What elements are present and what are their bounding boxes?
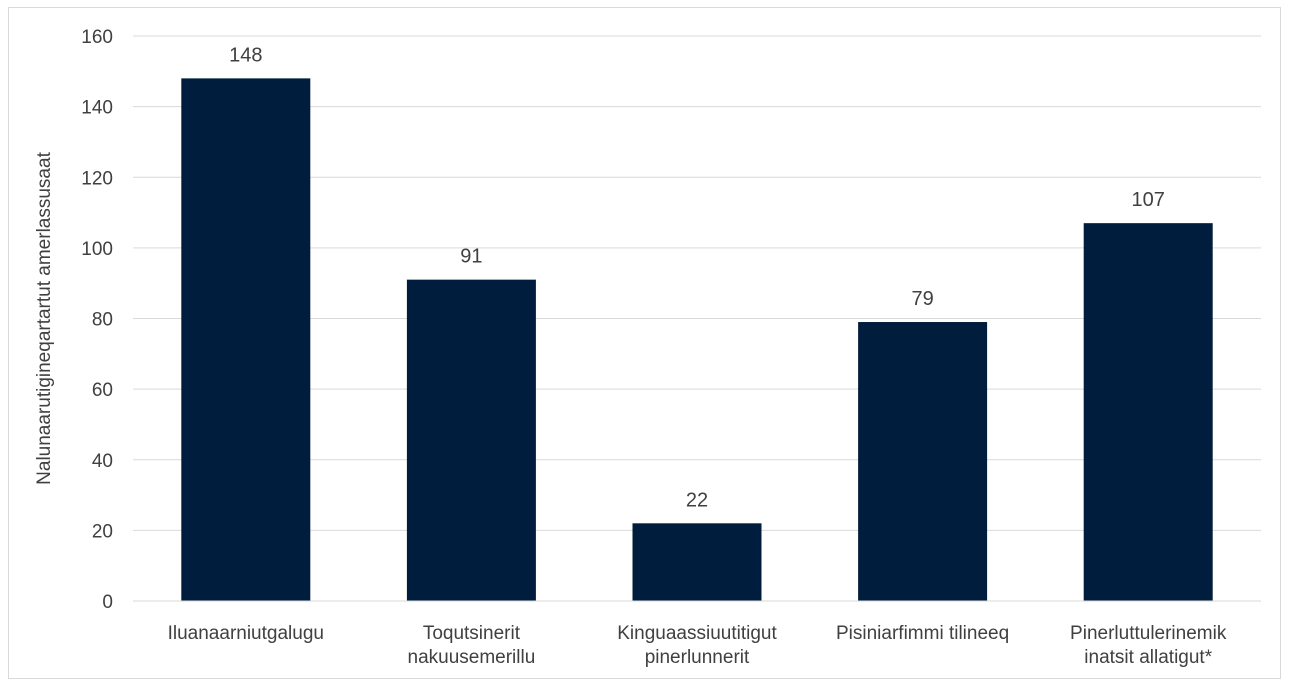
data-label: 79 <box>911 288 933 310</box>
bar <box>858 322 988 601</box>
data-label: 107 <box>1132 189 1165 211</box>
data-label: 22 <box>686 489 708 511</box>
y-tick-label: 20 <box>92 521 113 542</box>
bar <box>406 279 536 601</box>
category-label: Kinguaassiuutitigut pinerlunnerit <box>617 623 777 668</box>
y-tick-label: 140 <box>81 98 113 119</box>
y-tick-label: 100 <box>81 239 113 260</box>
gridlines <box>133 35 1261 531</box>
y-tick-label: 60 <box>92 380 113 401</box>
data-label: 91 <box>460 246 482 268</box>
y-tick-label: 40 <box>92 451 113 472</box>
y-tick-label: 160 <box>81 27 113 48</box>
bar <box>1083 223 1213 601</box>
category-labels: Iluanaarniutgalugu Toqutsinerit nakuusemer… <box>168 623 1227 668</box>
data-label: 148 <box>229 44 262 66</box>
bars <box>181 78 1213 601</box>
data-labels: 148 91 22 79 107 <box>229 44 1165 511</box>
category-label: Toqutsinerit nakuusemerillu <box>408 623 536 668</box>
y-axis-label: Nalunaarutigineqartartut amerlassusaat <box>34 151 55 484</box>
category-label: Pinerluttulerinemik inatsit allatigut* <box>1070 623 1227 668</box>
bar <box>181 78 311 601</box>
category-label: Pisiniarfimmi tilineeq <box>836 623 1009 644</box>
y-tick-labels: 0 20 40 60 80 100 120 140 160 <box>81 27 113 613</box>
bar <box>632 523 762 601</box>
y-tick-label: 0 <box>102 592 113 613</box>
category-label: Iluanaarniutgalugu <box>168 623 324 644</box>
y-tick-label: 120 <box>81 168 113 189</box>
y-tick-label: 80 <box>92 310 113 331</box>
